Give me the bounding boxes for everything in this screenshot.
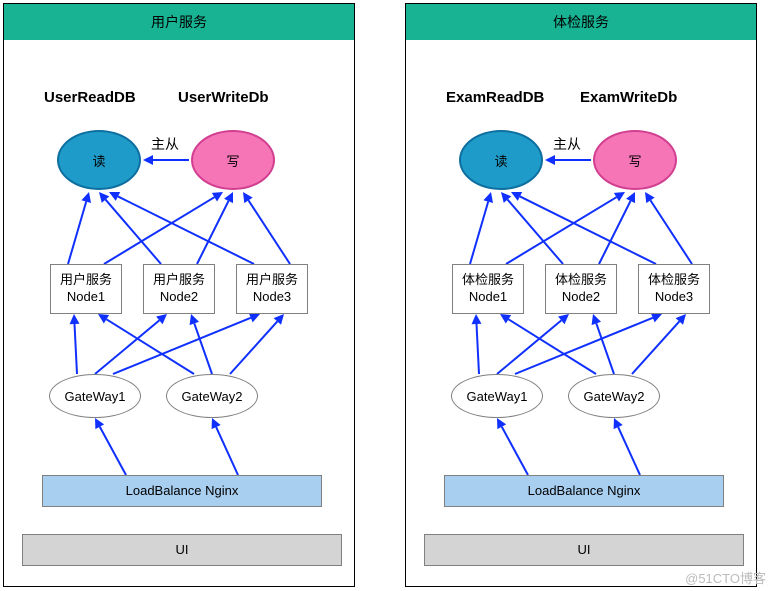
write-db: 写 bbox=[191, 130, 275, 190]
service-node: 体检服务Node1 bbox=[452, 264, 524, 314]
gateway: GateWay2 bbox=[568, 374, 660, 418]
master-slave-label: 主从 bbox=[553, 134, 581, 154]
write-db: 写 bbox=[593, 130, 677, 190]
load-balance: LoadBalance Nginx bbox=[444, 475, 724, 507]
panel-header: 体检服务 bbox=[406, 4, 756, 40]
write-db-label: UserWriteDb bbox=[178, 89, 269, 106]
ui-layer: UI bbox=[22, 534, 342, 566]
service-node: 用户服务Node2 bbox=[143, 264, 215, 314]
load-balance: LoadBalance Nginx bbox=[42, 475, 322, 507]
service-node: 体检服务Node3 bbox=[638, 264, 710, 314]
service-node: 体检服务Node2 bbox=[545, 264, 617, 314]
service-panel: 体检服务 ExamReadDB ExamWriteDb 读写主从体检服务Node1 体检… bbox=[405, 3, 757, 587]
gateway: GateWay1 bbox=[451, 374, 543, 418]
service-panel: 用户服务 UserReadDB UserWriteDb 读写主从用户服务Node1 用户… bbox=[3, 3, 355, 587]
read-db-label: UserReadDB bbox=[44, 89, 136, 106]
read-db: 读 bbox=[57, 130, 141, 190]
service-node: 用户服务Node1 bbox=[50, 264, 122, 314]
write-db-label: ExamWriteDb bbox=[580, 89, 677, 106]
service-node: 用户服务Node3 bbox=[236, 264, 308, 314]
ui-layer: UI bbox=[424, 534, 744, 566]
read-db: 读 bbox=[459, 130, 543, 190]
master-slave-label: 主从 bbox=[151, 134, 179, 154]
watermark: @51CTO博客 bbox=[685, 568, 766, 587]
read-db-label: ExamReadDB bbox=[446, 89, 544, 106]
gateway: GateWay2 bbox=[166, 374, 258, 418]
panel-header: 用户服务 bbox=[4, 4, 354, 40]
gateway: GateWay1 bbox=[49, 374, 141, 418]
